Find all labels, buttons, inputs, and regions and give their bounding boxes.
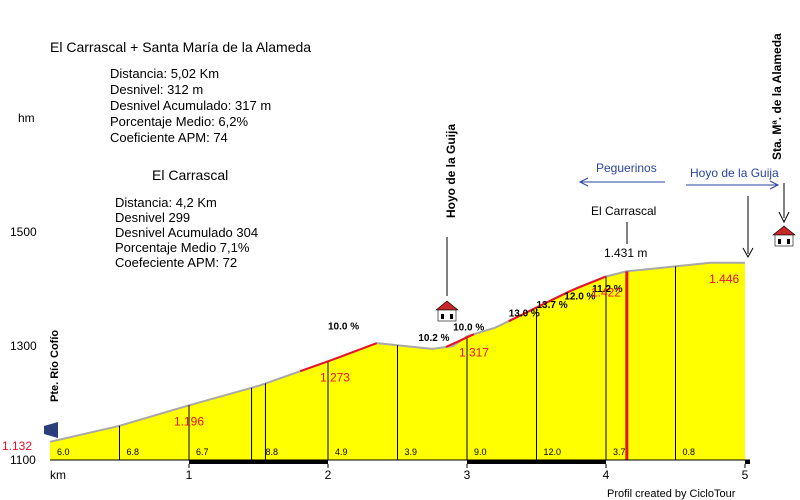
segment-grade-label: 6.0 — [57, 447, 70, 457]
house-roof — [772, 225, 796, 236]
y-tick-label: 1300 — [10, 339, 37, 353]
plot-area: 6.0 6.8 6.7 8.8 4.9 3.9 9.0 12.0 3.7 0.8 10.0 % 10.… — [2, 261, 750, 464]
santa-maria-village-icon — [772, 225, 796, 247]
steep-segment — [299, 357, 336, 373]
steep-grade-label: 13.0 % — [509, 308, 540, 319]
x-tick-label: 4 — [603, 468, 610, 482]
steep-grade-label: 10.2 % — [418, 333, 449, 344]
x-ticks: km 1 2 3 4 5 — [50, 464, 749, 482]
summary-main-line: Desnivel: 312 m — [110, 82, 203, 97]
house-wall — [774, 234, 794, 247]
peguerinos-label: Peguerinos — [596, 161, 657, 175]
hoyo-direction-arrow-icon — [769, 180, 780, 190]
x-tick-label: 3 — [464, 468, 471, 482]
summary-sub-line: Desnivel 299 — [115, 210, 190, 225]
segment-grade-label: 8.8 — [265, 447, 278, 457]
summary-sub-title: El Carrascal — [152, 167, 228, 183]
y-tick-label: 1500 — [10, 225, 37, 239]
steep-grade-label: 11.2 % — [592, 284, 623, 295]
start-flag-icon — [44, 422, 58, 438]
chart-title: El Carrascal + Santa María de la Alameda — [50, 39, 311, 55]
elevation-outline — [49, 261, 745, 443]
start-location-label: Pte. Río Cofío — [49, 330, 61, 402]
hoyo-end-arrow-icon — [742, 247, 754, 259]
steep-segment — [508, 306, 537, 323]
hoyo-location-label: Hoyo de la Guija — [444, 124, 458, 218]
km-bar-segment — [467, 460, 606, 464]
y-tick-label: 1100 — [10, 453, 36, 467]
house-window — [787, 239, 790, 244]
santa-maria-arrow-icon — [778, 211, 790, 224]
steep-segment — [445, 333, 475, 348]
y-ticks: 1100 1300 1500 — [10, 225, 37, 467]
segment-grade-label: 3.9 — [404, 447, 417, 457]
x-tick-label: 2 — [325, 468, 332, 482]
pass-name-label: El Carrascal — [591, 204, 656, 218]
santa-maria-location-label: Sta. Mª. de la Alameda — [770, 33, 784, 160]
pass-elevation-label: 1.431 m — [604, 246, 647, 260]
km-bar-segment — [745, 460, 750, 464]
summary-main-line: Desnivel Acumulado: 317 m — [110, 98, 271, 113]
segment-grade-label: 6.8 — [126, 447, 139, 457]
annotations: Pte. Río Cofío Hoyo de la Guija Sta. Mª. d… — [44, 33, 796, 438]
segment-grade-label: 0.8 — [682, 447, 695, 457]
hoyo-village-icon — [435, 300, 459, 322]
house-window — [778, 239, 781, 244]
segment-grade-label: 3.7 — [613, 447, 626, 457]
elevation-value-label: 1.273 — [320, 370, 350, 384]
segment-grade-label: 12.0 — [543, 447, 561, 457]
km-bar-segment — [189, 460, 328, 464]
peguerinos-arrow-icon — [578, 177, 589, 187]
elevation-value-label: 1.196 — [174, 414, 204, 428]
steep-segment — [570, 275, 607, 292]
segment-grade-label: 4.9 — [335, 447, 348, 457]
segment-grade-label: 6.7 — [196, 447, 209, 457]
credit-text: Profil created by CicloTour — [607, 488, 736, 500]
x-tick-label: km — [50, 468, 66, 482]
steep-segment — [536, 289, 572, 309]
house-window — [441, 314, 444, 319]
summary-sub-line: Porcentaje Medio 7,1% — [115, 240, 250, 255]
summary-main-line: Coeficiente APM: 74 — [110, 130, 228, 145]
x-tick-label: 1 — [186, 468, 193, 482]
house-roof — [435, 300, 459, 311]
steep-grade-label: 10.0 % — [453, 323, 484, 334]
segment-grade-label: 9.0 — [474, 447, 487, 457]
y-axis-label: hm — [18, 111, 35, 125]
x-tick-label: 5 — [742, 468, 749, 482]
steep-grade-label: 13.7 % — [537, 300, 568, 311]
steep-grade-label: 12.0 % — [564, 291, 595, 302]
summary-main-line: Distancia: 5,02 Km — [110, 66, 219, 81]
summary-sub-line: Distancia: 4,2 Km — [115, 195, 217, 210]
summary-sub-line: Coefeciente APM: 72 — [115, 255, 237, 270]
hoyo-arrow-label: Hoyo de la Guija — [690, 166, 779, 180]
summary-main-line: Porcentaje Medio: 6,2% — [110, 114, 248, 129]
elevation-value-label: 1.317 — [459, 345, 489, 359]
house-wall — [437, 309, 457, 322]
summary-sub-line: Desnivel Acumulado 304 — [115, 225, 258, 240]
elevation-value-label: 1.422 — [591, 285, 621, 299]
steep-segment — [334, 342, 378, 360]
elevation-value-label: 1.446 — [709, 272, 739, 286]
steep-grade-label: 10.0 % — [328, 321, 359, 332]
elevation-value-label: 1.132 — [2, 439, 32, 453]
house-window — [450, 314, 453, 319]
